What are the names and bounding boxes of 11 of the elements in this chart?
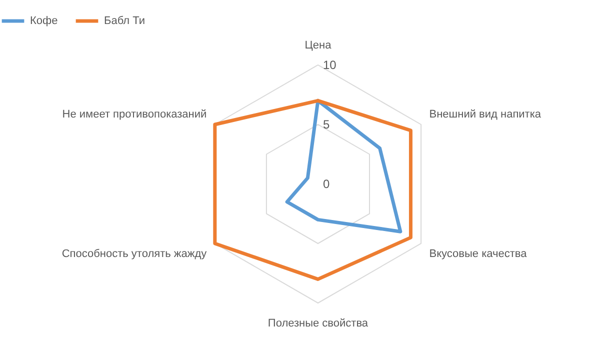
spoke-label: Вкусовые качества — [429, 248, 528, 260]
spoke-label: Способность утолять жажду — [62, 248, 208, 260]
legend-label: Кофе — [30, 15, 58, 27]
y-tick-label: 5 — [322, 117, 330, 132]
spoke-label: Полезные свойства — [268, 317, 369, 330]
spoke-label: Не имеет противопоказаний — [62, 108, 207, 121]
spoke-label: Внешний вид напитка — [429, 108, 542, 121]
legend-label: Бабл Ти — [104, 15, 145, 27]
y-tick-label: 10 — [322, 58, 337, 72]
spoke-label: Цена — [304, 40, 332, 52]
y-tick-label: 0 — [322, 176, 330, 191]
